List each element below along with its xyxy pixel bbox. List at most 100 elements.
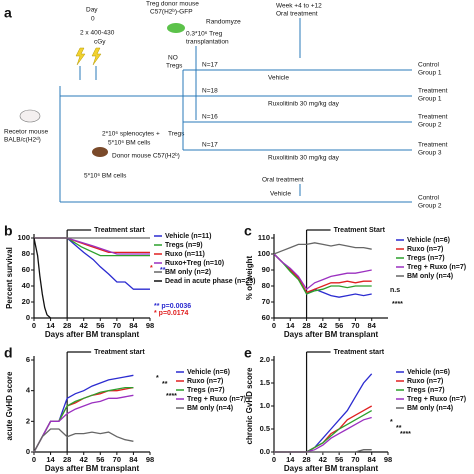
y-tick-label: 20	[22, 297, 30, 306]
annotation: n.s	[390, 287, 400, 294]
series-line	[33, 386, 134, 453]
legend-label: Vehicle (n=6)	[187, 369, 230, 376]
panel-label: b	[4, 223, 13, 239]
treg-donor: Treg donor mouse	[146, 1, 199, 8]
legend-label: Ruxo (n=7)	[407, 246, 443, 253]
week-range: Week +4 to +12	[276, 3, 322, 10]
annotation: *	[390, 419, 393, 426]
graft: 2*10⁶ splenocytes +	[102, 131, 160, 138]
bm-only-treatment: Oral treatment	[262, 177, 304, 184]
y-tick-label: 2	[26, 416, 30, 425]
panel-label: a	[4, 5, 12, 21]
branch-n: N=16	[202, 114, 218, 121]
x-tick-label: 14	[286, 321, 295, 330]
day-label: Day	[86, 7, 98, 14]
day-value: 0	[91, 16, 95, 23]
x-tick-label: 0	[272, 455, 276, 464]
series-line	[273, 253, 372, 298]
x-tick-label: 70	[113, 455, 121, 464]
branch-outcome: Control	[418, 62, 440, 69]
x-tick-label: 56	[335, 455, 343, 464]
y-axis-title: % of weight	[245, 255, 254, 300]
y-tick-label: 6	[26, 355, 30, 364]
series-line	[274, 373, 373, 453]
gfp-mouse	[167, 23, 185, 33]
legend-label: Ruxo (n=11)	[165, 251, 205, 258]
legend-label: Treg + Ruxo (n=7)	[407, 396, 466, 403]
legend-label: Tregs (n=9)	[165, 242, 203, 249]
legend-label: Dead in acute phase (n=23)	[165, 278, 255, 285]
x-tick-label: 56	[335, 321, 343, 330]
x-axis-title: Days after BM transplant	[284, 330, 379, 339]
no-tregs: NO	[168, 55, 178, 62]
series-line	[33, 374, 134, 453]
x-tick-label: 70	[351, 321, 359, 330]
x-tick-label: 70	[351, 455, 359, 464]
legend-label: Vehicle (n=6)	[407, 369, 450, 376]
bm-only-outcome: Control	[418, 195, 440, 202]
x-tick-label: 98	[146, 321, 154, 330]
treatment-start-label: Treatment start	[334, 349, 385, 356]
x-tick-label: 84	[368, 455, 377, 464]
branch-outcome: Group 2	[418, 122, 442, 129]
y-tick-label: 1.0	[260, 401, 270, 410]
treatment-start-label: Treatment Start	[334, 227, 386, 234]
branch-n: N=17	[202, 142, 218, 149]
x-tick-label: 98	[146, 455, 154, 464]
x-tick-label: 28	[63, 321, 71, 330]
y-tick-label: 4	[26, 386, 31, 395]
y-tick-label: 110	[258, 233, 270, 242]
legend-label: BM only (n=4)	[187, 405, 233, 412]
bm-only-graft: 5*10⁶ BM cells	[84, 173, 127, 180]
irradiation-dose: 2 x 400-430	[80, 30, 115, 37]
y-tick-label: 0	[26, 313, 30, 322]
x-tick-label: 28	[63, 455, 71, 464]
y-axis-title: acute GvHD score	[5, 371, 14, 440]
recipient: Recetor mouse	[4, 129, 48, 136]
x-tick-label: 42	[319, 321, 327, 330]
series-line	[33, 394, 134, 453]
y-axis-title: Percent survival	[5, 247, 14, 309]
y-tick-label: 60	[22, 265, 30, 274]
diagram: a Day 0 2 x 400-430 cGy Treg donor mouse…	[4, 1, 448, 210]
treg-transplantation: transplantation	[186, 39, 229, 46]
series-line	[273, 253, 372, 294]
recipient-mouse	[19, 109, 41, 123]
y-tick-label: 80	[22, 249, 30, 258]
y-tick-label: 60	[262, 313, 270, 322]
legend-label: Ruxo (n=7)	[187, 378, 223, 385]
legend-label: BM only (n=2)	[165, 269, 211, 276]
x-axis-title: Days after BM transplant	[284, 464, 379, 473]
y-tick-label: 0.5	[260, 424, 270, 433]
x-axis-title: Days after BM transplant	[45, 464, 140, 473]
branch-outcome: Group 3	[418, 150, 442, 157]
branch-outcome: Treatment	[418, 114, 448, 121]
treg-dose: 0.3*10⁶ Treg	[186, 31, 223, 38]
branch-outcome: Group 1	[418, 96, 442, 103]
x-tick-label: 28	[302, 321, 310, 330]
y-tick-label: 100	[257, 249, 270, 258]
annotation: **	[160, 267, 166, 274]
branch-outcome: Group 1	[418, 70, 442, 77]
series-line	[273, 242, 372, 255]
series-line	[33, 428, 134, 453]
y-tick-label: 100	[17, 233, 30, 242]
branch-n: N=17	[202, 62, 218, 69]
y-tick-label: 2.0	[260, 355, 270, 364]
treatment-start-label: Treatment start	[94, 227, 145, 234]
y-axis-title: chronic GvHD score	[245, 367, 254, 444]
series-line	[34, 237, 150, 290]
x-tick-label: 0	[32, 455, 36, 464]
annotation: *	[150, 265, 153, 272]
x-axis-title: Days after BM transplant	[45, 330, 140, 339]
annotation: ****	[400, 431, 411, 438]
tregs: Tregs	[168, 131, 185, 138]
legend-label: Treg + Ruxo (n=7)	[187, 396, 246, 403]
graft-bm: 5*10⁶ BM cells	[108, 140, 151, 147]
panel-label: e	[244, 345, 252, 361]
legend-label: Tregs (n=7)	[407, 387, 445, 394]
no-tregs-label: Tregs	[166, 63, 183, 70]
panel-label: c	[244, 223, 252, 239]
recipient-strain: BALB/c(H2ᵈ)	[4, 137, 41, 144]
legend-label: Tregs (n=7)	[407, 255, 445, 262]
